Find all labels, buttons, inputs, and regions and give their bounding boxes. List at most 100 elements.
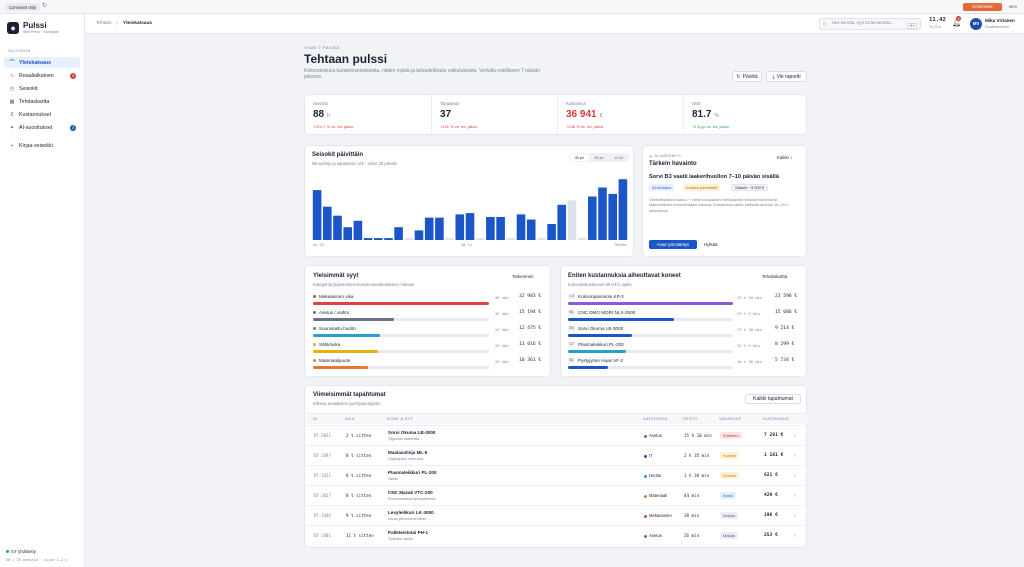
category-dot — [644, 474, 647, 478]
machine-code: B3 — [568, 325, 576, 331]
kpi-label: Kustannus — [566, 101, 586, 106]
downtime-bar — [384, 238, 393, 240]
column-header: KONE & SYY — [387, 417, 413, 421]
column-header: KATEGORIA — [643, 417, 668, 421]
event-cost: 7 281 € — [764, 433, 784, 438]
machine-name[interactable]: CNC DMG MORI NLX-2500 — [578, 310, 636, 315]
comments-button[interactable]: Comments — [963, 2, 1002, 11]
cause-color-dot — [313, 343, 316, 346]
machine-hours: 29 t 3 min — [737, 311, 760, 316]
sidebar-item-0[interactable]: ⌒ Yleiskatsaus — [4, 57, 80, 68]
pulse-icon: ⌒ — [9, 60, 15, 66]
kpi-label: OEE — [692, 101, 701, 106]
sidebar-item-5[interactable]: ✦ AI-suositukset 3 — [4, 122, 80, 133]
app-subtitle: Stell Primo · Kondapie — [23, 30, 59, 34]
refresh-button[interactable]: ↻ Päivitä — [732, 71, 762, 82]
sidebar-item-1[interactable]: ∿ Reaaliaikainen 3 — [4, 70, 80, 81]
range-switcher: 30 pv 90 pv 12 kk — [569, 153, 629, 162]
sidebar-item-3[interactable]: ▦ Tehdaskartta — [4, 96, 80, 107]
breadcrumb-root[interactable]: Tehdas — [96, 21, 112, 26]
downtime-bar — [435, 217, 444, 240]
top-causes-card: Yleisimmät syyt Kategoriat järjestettynä… — [304, 265, 551, 377]
machine-name[interactable]: Pystyjyrsin Haas VF-2 — [578, 358, 624, 363]
refresh-icon[interactable]: ↻ — [42, 3, 48, 9]
event-id: DT-2021 — [314, 433, 331, 438]
downtime-bar — [455, 214, 465, 240]
cause-name[interactable]: Asetus / vaihto — [319, 310, 350, 315]
cause-name[interactable]: Suunniteltu huolto — [319, 326, 356, 331]
machine-bar — [568, 334, 633, 337]
machine-name[interactable]: Plasmaleikkuri PL-200 — [578, 342, 624, 347]
table-row[interactable]: DT-2401 11 t sitten Palleteistotai PH-1 Työ… — [306, 525, 805, 545]
cause-color-dot — [313, 295, 316, 298]
zoom-level[interactable]: 58% — [1009, 4, 1018, 9]
dismiss-button[interactable]: Hylkää — [704, 242, 718, 247]
sidebar-item-4[interactable]: € Kustannukset — [4, 109, 80, 120]
severity-badge: Kriittinen — [720, 432, 742, 439]
table-row[interactable]: DT-2021 2 t sitten Sorvi Okuma LB-3000 Öljy… — [306, 425, 805, 445]
table-row[interactable]: DT-2421 8 t sitten Plasmaleikkuri PL-200 Va… — [306, 465, 805, 485]
range-30[interactable]: 30 pv — [570, 154, 589, 161]
search-input[interactable]: ⌕ Hae koneita, syyt tai tarvanteita… ⌘K — [819, 18, 921, 30]
range-12m[interactable]: 12 kk — [614, 155, 624, 160]
ai-all-link[interactable]: Kaikki › — [777, 155, 792, 160]
cause-name[interactable]: Mekaaninen vika — [319, 294, 354, 299]
kpi-value: 36 941 € — [566, 109, 602, 120]
new-downtime-button[interactable]: + Kirjaa seisokki — [4, 140, 80, 151]
open-work-order-button[interactable]: Avaa työmääräys — [649, 240, 697, 249]
causes-link[interactable]: Tarkemmin — [512, 274, 534, 279]
cause-name[interactable]: Materiaalipuute — [319, 358, 351, 363]
euro-icon: € — [10, 111, 14, 118]
iot-status-label: IoT yhdistetty — [11, 549, 36, 554]
events-table-header — [306, 413, 807, 424]
machines-link[interactable]: Tehdaskartta — [762, 274, 788, 279]
sidebar-item-2[interactable]: ◷ Seisokit — [4, 83, 80, 94]
bell-icon[interactable]: 🔔︎ — [952, 20, 961, 27]
comment-only-chip[interactable]: Comment only — [5, 3, 40, 11]
causes-subtitle: Kategoriat järjestettynä kustannusvaikut… — [313, 282, 415, 287]
page-eyebrow: VIIME 7 PÄIVÄÄ — [304, 45, 340, 50]
page-description: Kokonaiskuva tuotantoseisokeista, niiden… — [304, 68, 540, 81]
event-duration: 1 h 36 min — [684, 473, 710, 478]
top-machines-card: Eniten kustannuksia aiheuttavat koneet K… — [560, 265, 807, 377]
axis-start: hu 25 — [313, 243, 324, 247]
event-cause: Vaihto — [388, 477, 398, 481]
causes-title: Yleisimmät syyt — [313, 273, 359, 279]
ai-eyebrow-text: AI-NÄKEMYS — [654, 154, 681, 158]
event-cost: 621 € — [764, 473, 778, 478]
cause-bar — [313, 350, 379, 353]
kpi-2: Kustannus 36 941 € +138 % vs. ed. jakso — [557, 95, 682, 134]
machine-name[interactable]: Sorvi Okuma LB-3000 — [578, 326, 624, 331]
user-name[interactable]: Mika Virtanen — [985, 18, 1015, 23]
event-cause: Öljyvuoto laakerista — [388, 437, 420, 441]
cause-name[interactable]: Sähkövika — [319, 342, 341, 347]
table-row[interactable]: DT-2446 9 t sitten Levyleikkuri LK-3000 Kar… — [306, 505, 805, 525]
category-dot — [644, 454, 647, 458]
export-report-button[interactable]: ⤓ Vie raportti — [766, 71, 807, 82]
machine-name[interactable]: Kokoonpanosolu KP-3 — [578, 294, 624, 299]
event-cause: Ohjauspiirin virhe juuri — [388, 457, 424, 461]
kpi-3: OEE 81.7% +1,8 pp vs. ed. jakso — [683, 95, 808, 134]
category-dot — [644, 494, 647, 498]
event-id: DT-2027 — [314, 493, 331, 498]
table-row[interactable]: DT-2497 8 t sitten Maalauslinja ML-5 Ohjaus… — [306, 445, 805, 465]
event-time: 2 t sitten — [346, 433, 372, 438]
clock-icon: ◷ — [9, 85, 15, 92]
all-events-button[interactable]: Kaikki tapahtumat — [745, 394, 801, 404]
event-duration: 26 min — [684, 533, 700, 538]
recent-events-card: Viimeisimmät tapahtumat Kliknaa avatakse… — [304, 385, 807, 548]
event-cost: 429 € — [764, 493, 778, 498]
avatar[interactable]: MV — [970, 17, 982, 30]
kpi-label: Tapauksia — [440, 101, 459, 106]
downtime-bar — [588, 196, 597, 240]
sidebar-badge: 3 — [70, 124, 76, 131]
cause-cost: 15 194 € — [519, 310, 542, 315]
kpi-value: 37 — [440, 109, 454, 120]
search-placeholder: Hae koneita, syyt tai tarvanteita… — [832, 20, 895, 25]
downtime-bar — [557, 204, 566, 240]
chevron-right-icon: › — [794, 472, 796, 479]
table-row[interactable]: DT-2027 8 t sitten CNC Mazak VTC-200 Puskur… — [306, 485, 805, 505]
refresh-icon: ↻ — [736, 73, 741, 80]
range-90[interactable]: 90 pv — [594, 155, 604, 160]
downtime-bar — [394, 227, 403, 240]
